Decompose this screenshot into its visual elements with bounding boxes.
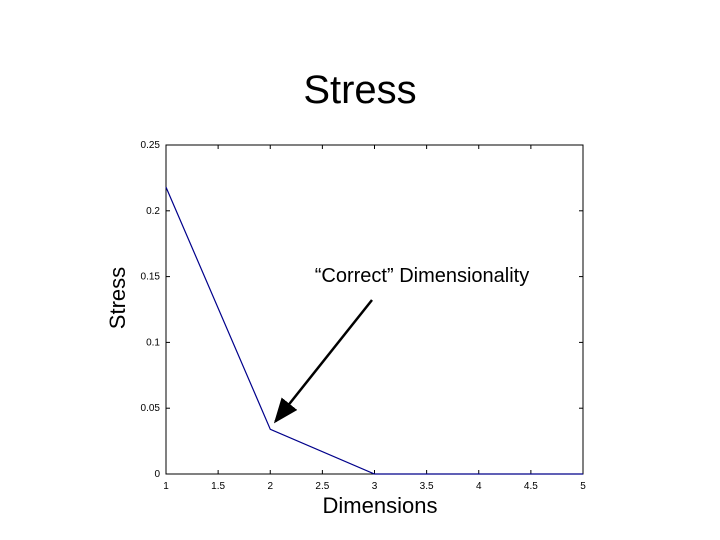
slide-title: Stress [303, 68, 417, 112]
x-axis-ticks: 1 1.5 2 2.5 3 3.5 4 4.5 5 [163, 145, 586, 492]
y-tick-label: 0.05 [141, 403, 161, 414]
y-tick-label: 0.15 [141, 272, 161, 283]
x-tick-label: 2 [267, 481, 273, 492]
x-tick-label: 4 [476, 481, 482, 492]
x-tick-label: 4.5 [524, 481, 538, 492]
x-tick-label: 5 [580, 481, 586, 492]
series-layer [165, 186, 583, 475]
y-tick-label: 0.25 [141, 140, 161, 151]
plot-area-frame [165, 144, 584, 475]
annotation-arrow [273, 299, 373, 424]
x-tick-label: 3.5 [420, 481, 434, 492]
annotation-text: “Correct” Dimensionality [315, 265, 530, 287]
x-tick-label: 1.5 [211, 481, 225, 492]
y-axis-ticks: 0 0.05 0.1 0.15 0.2 0.25 [141, 140, 583, 480]
x-tick-label: 1 [163, 481, 169, 492]
x-axis-title: Dimensions [323, 493, 438, 518]
y-tick-label: 0 [154, 469, 160, 480]
y-axis-title: Stress [105, 267, 130, 329]
y-tick-label: 0.1 [146, 337, 160, 348]
series-line [165, 186, 583, 475]
x-tick-label: 2.5 [315, 481, 329, 492]
y-tick-label: 0.2 [146, 206, 160, 217]
x-tick-label: 3 [372, 481, 378, 492]
